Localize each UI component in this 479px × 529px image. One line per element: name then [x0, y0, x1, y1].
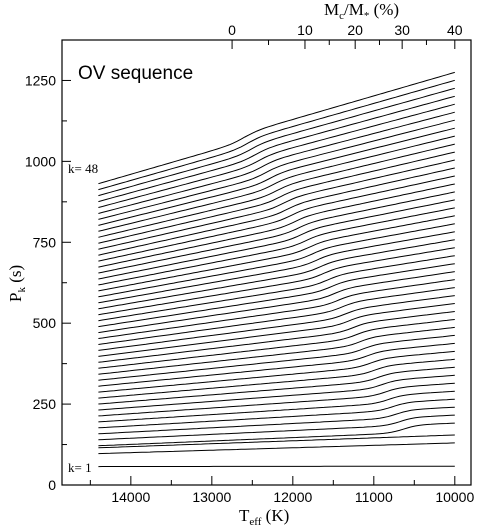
period-series-k19	[98, 303, 455, 357]
period-series-k5	[98, 414, 455, 441]
x-tick-label: 11000	[355, 489, 393, 505]
period-series-k18	[98, 311, 455, 363]
x-tick-label: 14000	[111, 489, 150, 505]
k-first-label: k= 1	[68, 460, 92, 475]
period-series-k41	[98, 127, 455, 226]
period-series-k47	[98, 79, 455, 191]
period-series-k44	[98, 103, 455, 208]
period-series-k14	[98, 342, 455, 387]
period-series-k16	[98, 326, 455, 375]
x-axis-subscript: eff	[249, 516, 261, 528]
period-series-k37	[98, 159, 455, 250]
plot-frame	[61, 39, 472, 486]
y-tick-label: 750	[33, 234, 57, 250]
period-series-k11	[98, 366, 455, 405]
period-series-k4	[98, 422, 455, 447]
y-tick-label: 500	[33, 315, 57, 331]
period-series-k42	[98, 119, 455, 220]
period-series-k46	[98, 87, 455, 197]
period-series-k43	[98, 111, 455, 214]
k-last-label: k= 48	[68, 161, 98, 176]
period-series-k24	[98, 263, 455, 328]
period-series-k39	[98, 143, 455, 238]
period-series-k3	[98, 434, 455, 449]
period-series-k9	[98, 382, 455, 417]
period-series-k21	[98, 287, 455, 345]
top-axis-title: Mc/M* (%)	[324, 0, 399, 22]
y-tick-label: 0	[48, 477, 56, 493]
left-axis: 0 250 500 750 1000 1250	[25, 72, 71, 493]
period-series-k48	[98, 71, 455, 185]
period-series-k30	[98, 215, 455, 292]
period-series-k20	[98, 295, 455, 351]
x-tick-label: 12000	[273, 489, 312, 505]
period-series-k28	[98, 231, 455, 304]
sequence-annotation: OV sequence	[78, 63, 193, 84]
top-axis-unit: (%)	[369, 0, 399, 19]
top-axis-ratio: /M	[344, 0, 364, 19]
top-axis-subscript: c	[339, 10, 344, 22]
x-axis-title: Teff (K)	[239, 506, 289, 528]
top-axis-subscript-2: *	[364, 10, 370, 22]
period-series-k12	[98, 358, 455, 399]
period-series-k36	[98, 167, 455, 256]
y-axis-symbol: P	[6, 293, 25, 302]
period-series-k29	[98, 223, 455, 298]
x-tick-label: 13000	[192, 489, 231, 505]
period-series-k13	[98, 350, 455, 393]
top-tick-label: 10	[297, 22, 313, 38]
period-series-k34	[98, 183, 455, 268]
period-series-group	[98, 71, 455, 468]
period-series-k7	[98, 398, 455, 429]
period-series-k35	[98, 175, 455, 262]
y-tick-label: 250	[33, 396, 57, 412]
period-series-k26	[98, 247, 455, 316]
period-series-k17	[98, 319, 455, 369]
top-tick-label: 30	[394, 22, 410, 38]
period-series-k6	[98, 406, 455, 435]
y-tick-label: 1000	[25, 153, 56, 169]
bottom-axis: 14000 13000 12000 11000 10000	[89, 476, 474, 505]
y-axis-unit: (s)	[6, 265, 25, 287]
period-series-k2	[98, 442, 455, 455]
period-series-k8	[98, 390, 455, 423]
y-tick-label: 1250	[25, 72, 56, 88]
period-series-k27	[98, 239, 455, 310]
x-axis-unit: (K)	[261, 506, 289, 525]
top-tick-label: 0	[228, 22, 236, 38]
period-series-k23	[98, 271, 455, 334]
y-axis-title: Pk (s)	[6, 265, 28, 302]
period-series-k15	[98, 334, 455, 381]
period-series-k25	[98, 255, 455, 322]
period-series-k45	[98, 95, 455, 203]
x-axis-symbol: T	[239, 506, 250, 525]
top-axis-symbol: M	[324, 0, 339, 19]
period-series-k32	[98, 199, 455, 280]
x-tick-label: 10000	[435, 489, 474, 505]
period-series-k33	[98, 191, 455, 274]
top-tick-label: 40	[447, 22, 463, 38]
period-series-k10	[98, 374, 455, 411]
period-series-k38	[98, 151, 455, 244]
period-series-k22	[98, 279, 455, 339]
top-axis: 0 10 20 30 40	[228, 22, 463, 49]
top-tick-label: 20	[347, 22, 363, 38]
period-series-k40	[98, 135, 455, 232]
period-series-k31	[98, 207, 455, 286]
y-axis-subscript: k	[16, 287, 28, 293]
